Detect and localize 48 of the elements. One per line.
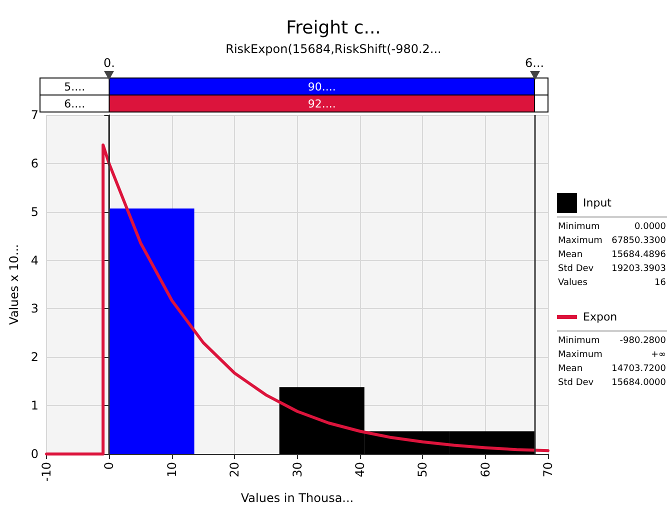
legend-label: Input — [583, 196, 612, 210]
text: Minimum — [558, 336, 600, 346]
text: Maximum — [558, 350, 602, 360]
text: Mean — [558, 364, 583, 374]
text: 19203.3903 — [612, 264, 666, 274]
y-tick-label: 7 — [30, 108, 39, 122]
text: Std Dev — [558, 264, 594, 274]
y-tick-label: 6 — [30, 156, 39, 170]
text: 15684.4896 — [612, 250, 666, 260]
text: Mean — [558, 250, 583, 260]
x-tick-label: 20 — [228, 462, 242, 478]
chart-subtitle: RiskExpon(15684,RiskShift(-980.2... — [226, 42, 442, 56]
y-tick-label: 5 — [30, 204, 39, 219]
text: 14703.7200 — [612, 364, 666, 374]
text: -980.2800 — [620, 336, 666, 346]
legend-label: Expon — [583, 310, 618, 324]
text: 5.... — [64, 80, 86, 94]
y-tick-label: 1 — [30, 398, 39, 413]
text: 0.0000 — [634, 222, 666, 232]
x-tick-label: 70 — [541, 462, 555, 478]
text: 67850.3300 — [612, 236, 666, 246]
text: Maximum — [558, 236, 602, 246]
text: 6... — [524, 56, 544, 70]
text: Minimum — [558, 222, 600, 232]
x-tick-label: 60 — [478, 462, 492, 478]
text: 15684.0000 — [612, 378, 666, 388]
text: 6.... — [64, 98, 86, 110]
text: 16 — [654, 278, 666, 288]
text: Values — [558, 278, 588, 288]
y-tick-label: 0 — [30, 447, 39, 461]
text: Std Dev — [558, 378, 594, 388]
y-tick-label: 2 — [30, 350, 39, 364]
y-tick-label: 3 — [30, 302, 39, 316]
x-axis-title: Values in Thousa... — [240, 491, 354, 505]
x-tick-label: 0 — [102, 462, 116, 470]
x-tick-label: 50 — [416, 462, 430, 478]
x-tick-label: 40 — [352, 462, 367, 478]
y-tick-label: 4 — [30, 253, 39, 268]
text: +∞ — [650, 350, 666, 360]
x-tick-label: 30 — [290, 462, 304, 478]
chart-title: Freight c... — [286, 18, 381, 38]
x-tick-label: -10 — [40, 462, 54, 482]
x-tick-label: 10 — [164, 462, 179, 478]
y-axis-title: Values x 10... — [7, 244, 21, 325]
text: 92.... — [308, 98, 336, 110]
text: 0. — [103, 56, 115, 70]
line-series — [45, 144, 550, 456]
text: 90.... — [308, 80, 336, 94]
